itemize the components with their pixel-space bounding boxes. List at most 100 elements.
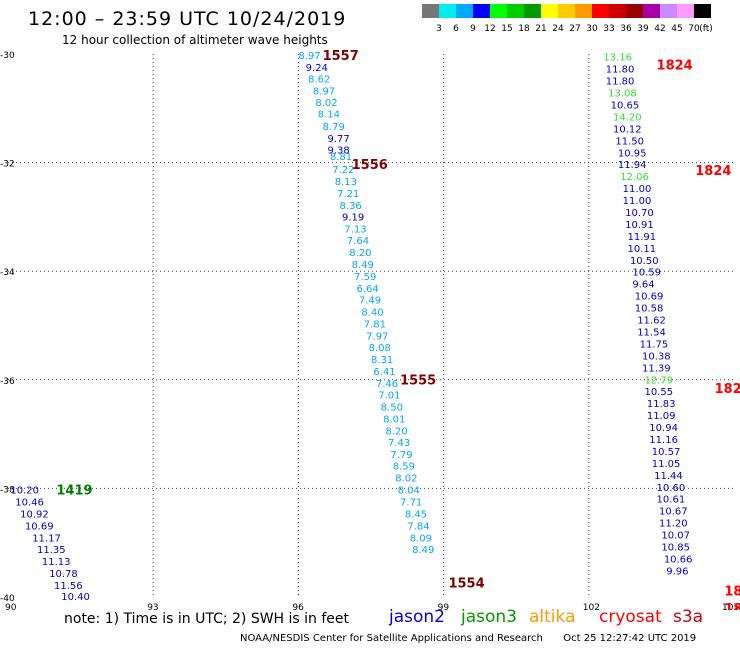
time-label: 1824	[695, 164, 731, 179]
y-tick-label: -36	[0, 377, 15, 387]
swh-value: 10.50	[630, 256, 659, 267]
swh-value: 11.80	[606, 65, 635, 76]
swh-value: 14.20	[613, 112, 642, 123]
swh-value: 10.58	[635, 304, 664, 315]
swh-value: 8.02	[395, 474, 417, 485]
swh-value: 9.96	[666, 566, 688, 577]
colorbar-label: 15	[501, 24, 512, 34]
swh-value: 10.85	[661, 543, 690, 554]
track-jason2: 10.2010.4610.9210.6911.1711.3511.1310.78…	[10, 485, 89, 602]
track-jason2: 8.979.248.628.978.028.148.799.779.388.81…	[298, 51, 434, 556]
swh-value: 10.91	[625, 220, 654, 231]
colorbar-swatch	[524, 4, 541, 18]
colorbar-swatch	[694, 4, 711, 18]
footer-agency: NOAA/NESDIS Center for Satellite Applica…	[240, 633, 543, 644]
footer-timestamp: Oct 25 12:27:42 UTC 2019	[563, 633, 697, 644]
colorbar-label: 36	[620, 24, 632, 34]
track-jason2: 13.1611.8011.8013.0810.6514.2010.1211.50…	[603, 53, 692, 578]
swh-value: 8.49	[352, 260, 374, 271]
colorbar-label: 21	[535, 24, 546, 34]
swh-value: 9.24	[306, 63, 328, 74]
swh-value: 11.91	[628, 232, 657, 243]
swh-value: 13.16	[603, 53, 632, 64]
x-tick-label: 93	[147, 603, 158, 610]
swh-value: 7.84	[407, 521, 429, 532]
time-label: 1419	[56, 483, 92, 498]
swh-value: 8.59	[393, 462, 415, 473]
color-scale-legend: 3 6 9 12 15 18 21 24 27 30 33 36 39 42 45 70 (ft)	[422, 4, 713, 34]
colorbar-label: 30	[586, 24, 598, 34]
legend-jason3: jason3	[461, 607, 517, 627]
swh-value: 9.77	[327, 134, 349, 145]
swh-value: 8.79	[323, 122, 345, 133]
swh-value: 11.09	[647, 411, 676, 422]
swh-value: 6.64	[356, 284, 378, 295]
swh-value: 10.61	[657, 495, 686, 506]
swh-value: 13.08	[608, 89, 637, 100]
colorbar-swatch	[507, 4, 524, 18]
time-label: 1556	[352, 158, 388, 173]
colorbar-label: 45	[671, 24, 682, 34]
swh-value: 10.59	[632, 268, 661, 279]
swh-value: 11.13	[42, 557, 71, 568]
swh-value: 8.20	[349, 248, 371, 259]
colorbar-swatch	[422, 4, 439, 18]
swh-value: 8.36	[340, 201, 362, 212]
colorbar-label: 42	[654, 24, 665, 34]
colorbar-swatch	[490, 4, 507, 18]
swh-value: 8.02	[315, 98, 337, 109]
swh-value: 7.46	[376, 379, 398, 390]
swh-value: 10.60	[657, 483, 686, 494]
colorbar-label: 70	[688, 24, 700, 34]
swh-value: 8.13	[335, 177, 357, 188]
swh-value: 10.40	[61, 592, 90, 603]
swh-value: 8.08	[369, 343, 391, 354]
swh-value: 8.97	[313, 86, 335, 97]
time-label: 1557	[323, 49, 359, 64]
colorbar-swatch	[643, 4, 660, 18]
swh-value: 10.11	[628, 244, 657, 255]
swh-value: 9.38	[327, 146, 349, 157]
time-label: 182	[724, 584, 740, 599]
swh-value: 7.59	[354, 272, 376, 283]
colorbar-label: 24	[552, 24, 564, 34]
x-tick-label: 90	[5, 603, 17, 610]
swh-value: 8.45	[405, 509, 427, 520]
colorbar-swatch	[558, 4, 575, 18]
y-tick-label: -34	[0, 268, 15, 278]
swh-value: 12.79	[644, 375, 673, 386]
x-tick-label: 96	[292, 603, 304, 610]
colorbar-label: 9	[470, 24, 476, 34]
swh-value: 7.79	[390, 450, 412, 461]
swh-value: 10.46	[15, 497, 44, 508]
colorbar-swatch	[626, 4, 643, 18]
colorbar-label: 27	[569, 24, 580, 34]
swh-value: 11.00	[623, 196, 652, 207]
swh-value: 7.01	[378, 390, 400, 401]
x-tick-label: 99	[438, 603, 450, 610]
swh-value: 10.69	[635, 292, 664, 303]
colorbar-swatch	[575, 4, 592, 18]
swh-value: 11.62	[637, 316, 666, 327]
swh-value: 10.20	[10, 485, 39, 496]
swh-value: 8.14	[318, 110, 340, 121]
y-tick-label: -30	[0, 51, 15, 61]
legend-note: note: 1) Time is in UTC; 2) SWH is in fe…	[64, 611, 350, 627]
swh-value: 11.00	[623, 184, 652, 195]
swh-value: 11.20	[659, 519, 688, 530]
grid	[8, 54, 734, 597]
colorbar-label: 33	[603, 24, 614, 34]
swh-value: 11.80	[606, 77, 635, 88]
chart-title: 12:00 – 23:59 UTC 10/24/2019	[28, 8, 347, 30]
swh-value: 8.04	[398, 485, 420, 496]
legend-cryosat: cryosat	[599, 607, 662, 627]
swh-value: 7.81	[364, 319, 386, 330]
colorbar-swatch	[473, 4, 490, 18]
swh-value: 11.83	[647, 399, 676, 410]
swh-value: 10.38	[642, 351, 671, 362]
swh-value: 11.94	[618, 160, 647, 171]
swh-value: 11.16	[649, 435, 678, 446]
legend-jason2: jason2	[389, 607, 445, 627]
swh-value: 10.78	[49, 569, 78, 580]
swh-value: 7.49	[359, 295, 381, 306]
